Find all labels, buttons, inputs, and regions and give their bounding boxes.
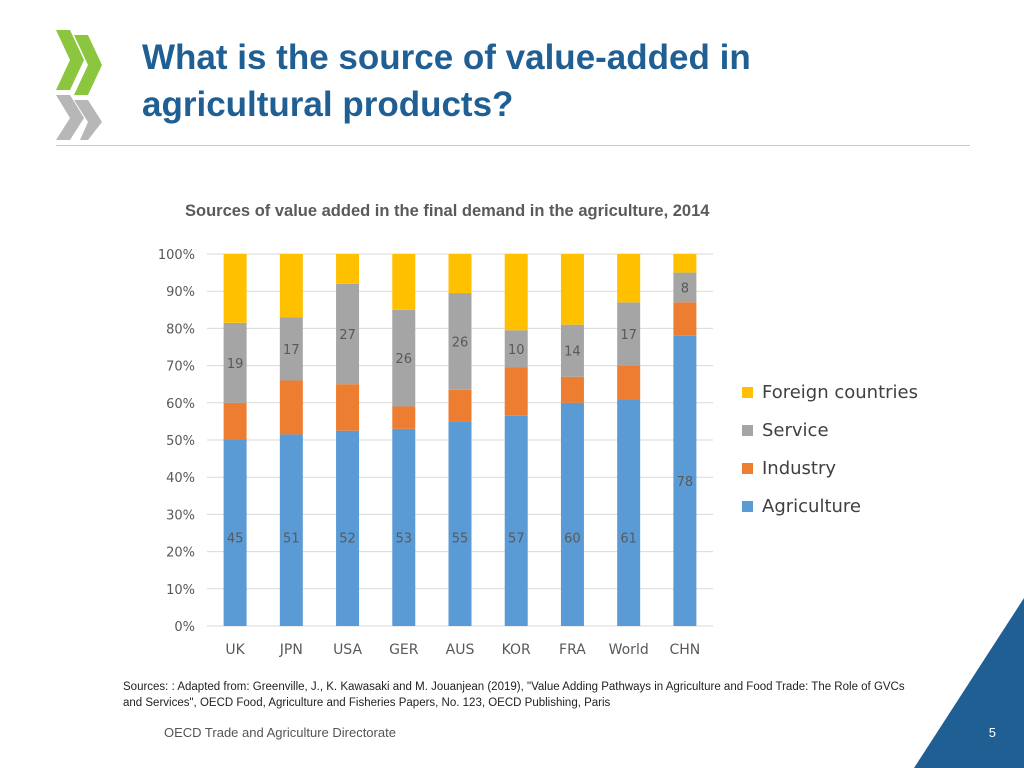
x-tick-label: GER <box>389 642 419 658</box>
y-tick-label: 50% <box>166 434 195 449</box>
data-label: 10 <box>508 343 525 358</box>
title-divider <box>56 145 970 146</box>
bar-service <box>279 317 303 381</box>
bar-service <box>448 293 472 390</box>
bar-industry <box>392 406 416 429</box>
bar-service <box>560 324 584 377</box>
y-tick-label: 10% <box>166 583 195 598</box>
data-label: 60 <box>564 532 581 547</box>
x-tick-label: KOR <box>502 642 531 658</box>
oecd-logo <box>56 30 102 140</box>
bar-agriculture <box>560 402 584 626</box>
data-label: 51 <box>283 532 300 547</box>
data-label: 45 <box>227 532 244 547</box>
legend-swatch <box>742 386 753 398</box>
chart-legend: Foreign countries Service Industry Agricult… <box>742 382 918 534</box>
legend-item: Service <box>742 419 918 441</box>
data-label: 17 <box>283 343 300 358</box>
legend-item: Foreign countries <box>742 381 918 403</box>
x-tick-label: World <box>609 642 649 658</box>
legend-item: Agriculture <box>742 495 918 517</box>
y-tick-label: 80% <box>166 322 195 337</box>
data-label: 53 <box>396 532 413 547</box>
y-tick-label: 30% <box>166 508 195 523</box>
y-tick-label: 70% <box>166 360 195 375</box>
bar-agriculture <box>673 335 697 626</box>
bar-service <box>617 302 641 366</box>
bar-foreign-countries <box>560 254 584 325</box>
legend-label: Industry <box>762 457 837 479</box>
bar-agriculture <box>336 430 360 626</box>
y-tick-label: 0% <box>174 620 195 635</box>
data-label: 26 <box>452 335 469 350</box>
data-label: 55 <box>452 532 469 547</box>
bar-foreign-countries <box>392 254 416 310</box>
bar-industry <box>279 380 303 435</box>
data-label: 27 <box>339 328 356 343</box>
bar-agriculture <box>223 440 247 626</box>
page-title: What is the source of value-added in agr… <box>142 38 751 124</box>
legend-swatch <box>742 462 753 474</box>
bar-agriculture <box>392 428 416 626</box>
y-tick-label: 20% <box>166 546 195 561</box>
data-label: 57 <box>508 532 525 547</box>
data-label: 8 <box>681 281 689 296</box>
bar-industry <box>223 402 247 440</box>
bar-agriculture <box>448 421 472 626</box>
data-label: 52 <box>339 532 356 547</box>
data-label: 17 <box>620 328 637 343</box>
bar-service <box>223 322 247 403</box>
bar-service <box>673 272 697 303</box>
y-tick-label: 60% <box>166 397 195 412</box>
bar-industry <box>504 367 528 416</box>
sources-note: Sources: : Adapted from: Greenville, J.,… <box>123 681 905 709</box>
bar-service <box>392 309 416 407</box>
bar-agriculture <box>504 415 528 626</box>
bar-foreign-countries <box>336 254 360 284</box>
x-tick-label: UK <box>225 642 245 658</box>
legend-swatch <box>742 424 753 436</box>
bar-industry <box>673 302 697 336</box>
bar-foreign-countries <box>673 254 697 273</box>
bar-service <box>336 283 360 385</box>
bar-agriculture <box>617 399 641 626</box>
corner-decoration <box>914 598 1024 768</box>
x-tick-label: CHN <box>669 642 700 658</box>
chart-title: Sources of value added in the final dema… <box>185 202 710 220</box>
legend-label: Foreign countries <box>762 381 918 403</box>
bar-service <box>504 330 528 368</box>
bar-agriculture <box>279 434 303 626</box>
y-tick-label: 40% <box>166 471 195 486</box>
legend-item: Industry <box>742 457 918 479</box>
x-tick-label: AUS <box>446 642 475 658</box>
x-tick-label: JPN <box>279 642 303 658</box>
y-tick-label: 90% <box>166 285 195 300</box>
x-tick-label: USA <box>333 642 362 658</box>
data-label: 26 <box>396 352 413 367</box>
bar-foreign-countries <box>279 254 303 318</box>
x-tick-label: FRA <box>559 642 586 658</box>
footer-text: OECD Trade and Agriculture Directorate <box>164 725 396 740</box>
bar-industry <box>617 365 641 400</box>
bar-foreign-countries <box>504 254 528 331</box>
page-number: 5 <box>988 725 996 740</box>
y-tick-label: 100% <box>158 248 195 263</box>
legend-label: Service <box>762 419 829 441</box>
legend-swatch <box>742 500 753 512</box>
data-label: 78 <box>677 475 694 490</box>
bar-industry <box>336 384 360 431</box>
bar-foreign-countries <box>223 254 247 323</box>
bar-foreign-countries <box>617 254 641 303</box>
data-label: 19 <box>227 357 244 372</box>
bar-industry <box>560 376 584 403</box>
bar-industry <box>448 389 472 422</box>
data-label: 61 <box>620 532 637 547</box>
data-label: 14 <box>564 345 581 360</box>
legend-label: Agriculture <box>762 495 861 517</box>
bar-foreign-countries <box>448 254 472 294</box>
